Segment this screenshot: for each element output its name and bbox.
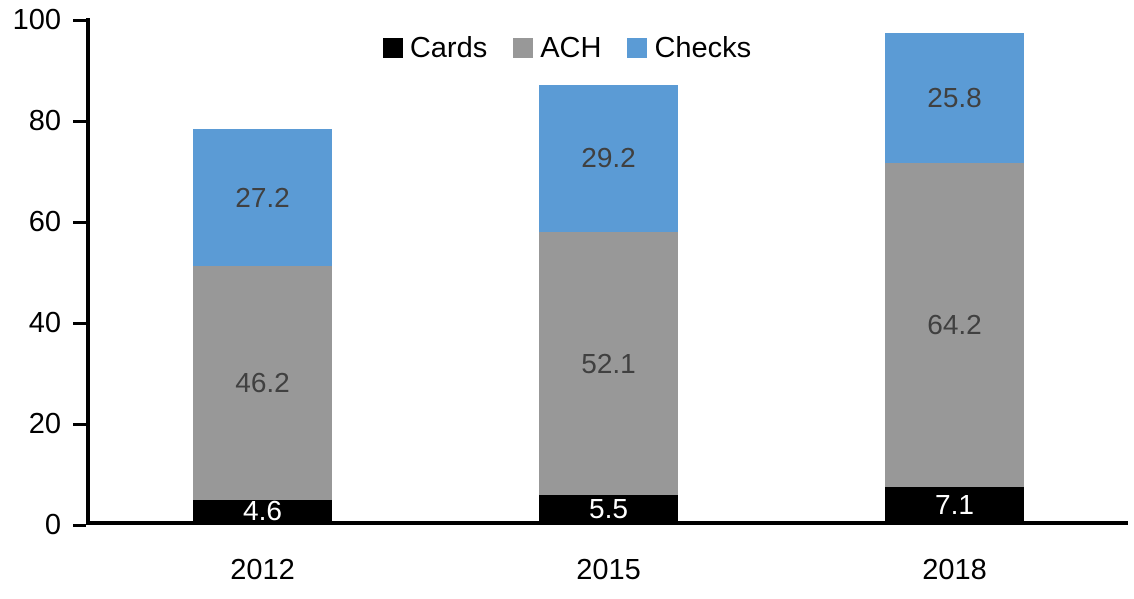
segment-value-label: 5.5 [589, 493, 628, 525]
y-axis-tick-label: 60 [28, 206, 61, 238]
legend-swatch-checks [627, 38, 648, 58]
y-axis-tick-mark [73, 221, 86, 224]
x-axis-label-2018: 2018 [922, 554, 987, 586]
y-axis-line [86, 18, 90, 525]
y-axis-tick-mark [73, 322, 86, 325]
y-axis-tick-mark [73, 120, 86, 123]
legend: Cards ACH Checks [0, 33, 1134, 63]
bar-2018: 7.1 64.2 25.8 [885, 32, 1024, 523]
x-axis-label-2015: 2015 [576, 554, 641, 586]
segment-value-label: 46.2 [235, 367, 290, 399]
y-axis-tick-label: 0 [44, 509, 61, 541]
legend-swatch-ach [513, 38, 534, 58]
y-axis-tick-mark [73, 524, 86, 527]
segment-ach-2015: 52.1 [539, 232, 678, 496]
segment-value-label: 52.1 [581, 347, 636, 379]
segment-value-label: 27.2 [235, 181, 290, 213]
segment-checks-2015: 29.2 [539, 84, 678, 233]
legend-label-ach: ACH [540, 32, 602, 64]
legend-item-checks: Checks [627, 33, 751, 63]
x-axis-line [86, 521, 1128, 525]
segment-cards-2012: 4.6 [193, 495, 332, 527]
segment-value-label: 29.2 [581, 142, 636, 174]
y-axis-tick-mark [73, 423, 86, 426]
legend-item-ach: ACH [513, 33, 601, 63]
segment-value-label: 25.8 [927, 81, 982, 113]
y-axis-tick-label: 80 [28, 105, 61, 137]
segment-value-label: 4.6 [243, 495, 282, 527]
y-axis-tick-label: 20 [28, 408, 61, 440]
legend-swatch-cards [382, 38, 403, 58]
legend-label-checks: Checks [654, 32, 752, 64]
segment-cards-2018: 7.1 [885, 487, 1024, 523]
bar-2012: 4.6 46.2 27.2 [193, 129, 332, 527]
y-axis-tick-label: 40 [28, 307, 61, 339]
segment-checks-2012: 27.2 [193, 129, 332, 267]
segment-ach-2018: 64.2 [885, 162, 1024, 488]
segment-value-label: 64.2 [927, 309, 982, 341]
bar-2015: 5.5 52.1 29.2 [539, 84, 678, 523]
x-axis-label-2012: 2012 [230, 554, 295, 586]
legend-item-cards: Cards [382, 32, 488, 64]
segment-cards-2015: 5.5 [539, 495, 678, 523]
y-axis-tick-label: 100 [12, 4, 61, 36]
legend-label-cards: Cards [409, 32, 488, 64]
y-axis-tick-mark [73, 19, 86, 22]
segment-checks-2018: 25.8 [885, 32, 1024, 163]
segment-value-label: 7.1 [935, 489, 974, 521]
segment-ach-2012: 46.2 [193, 266, 332, 500]
